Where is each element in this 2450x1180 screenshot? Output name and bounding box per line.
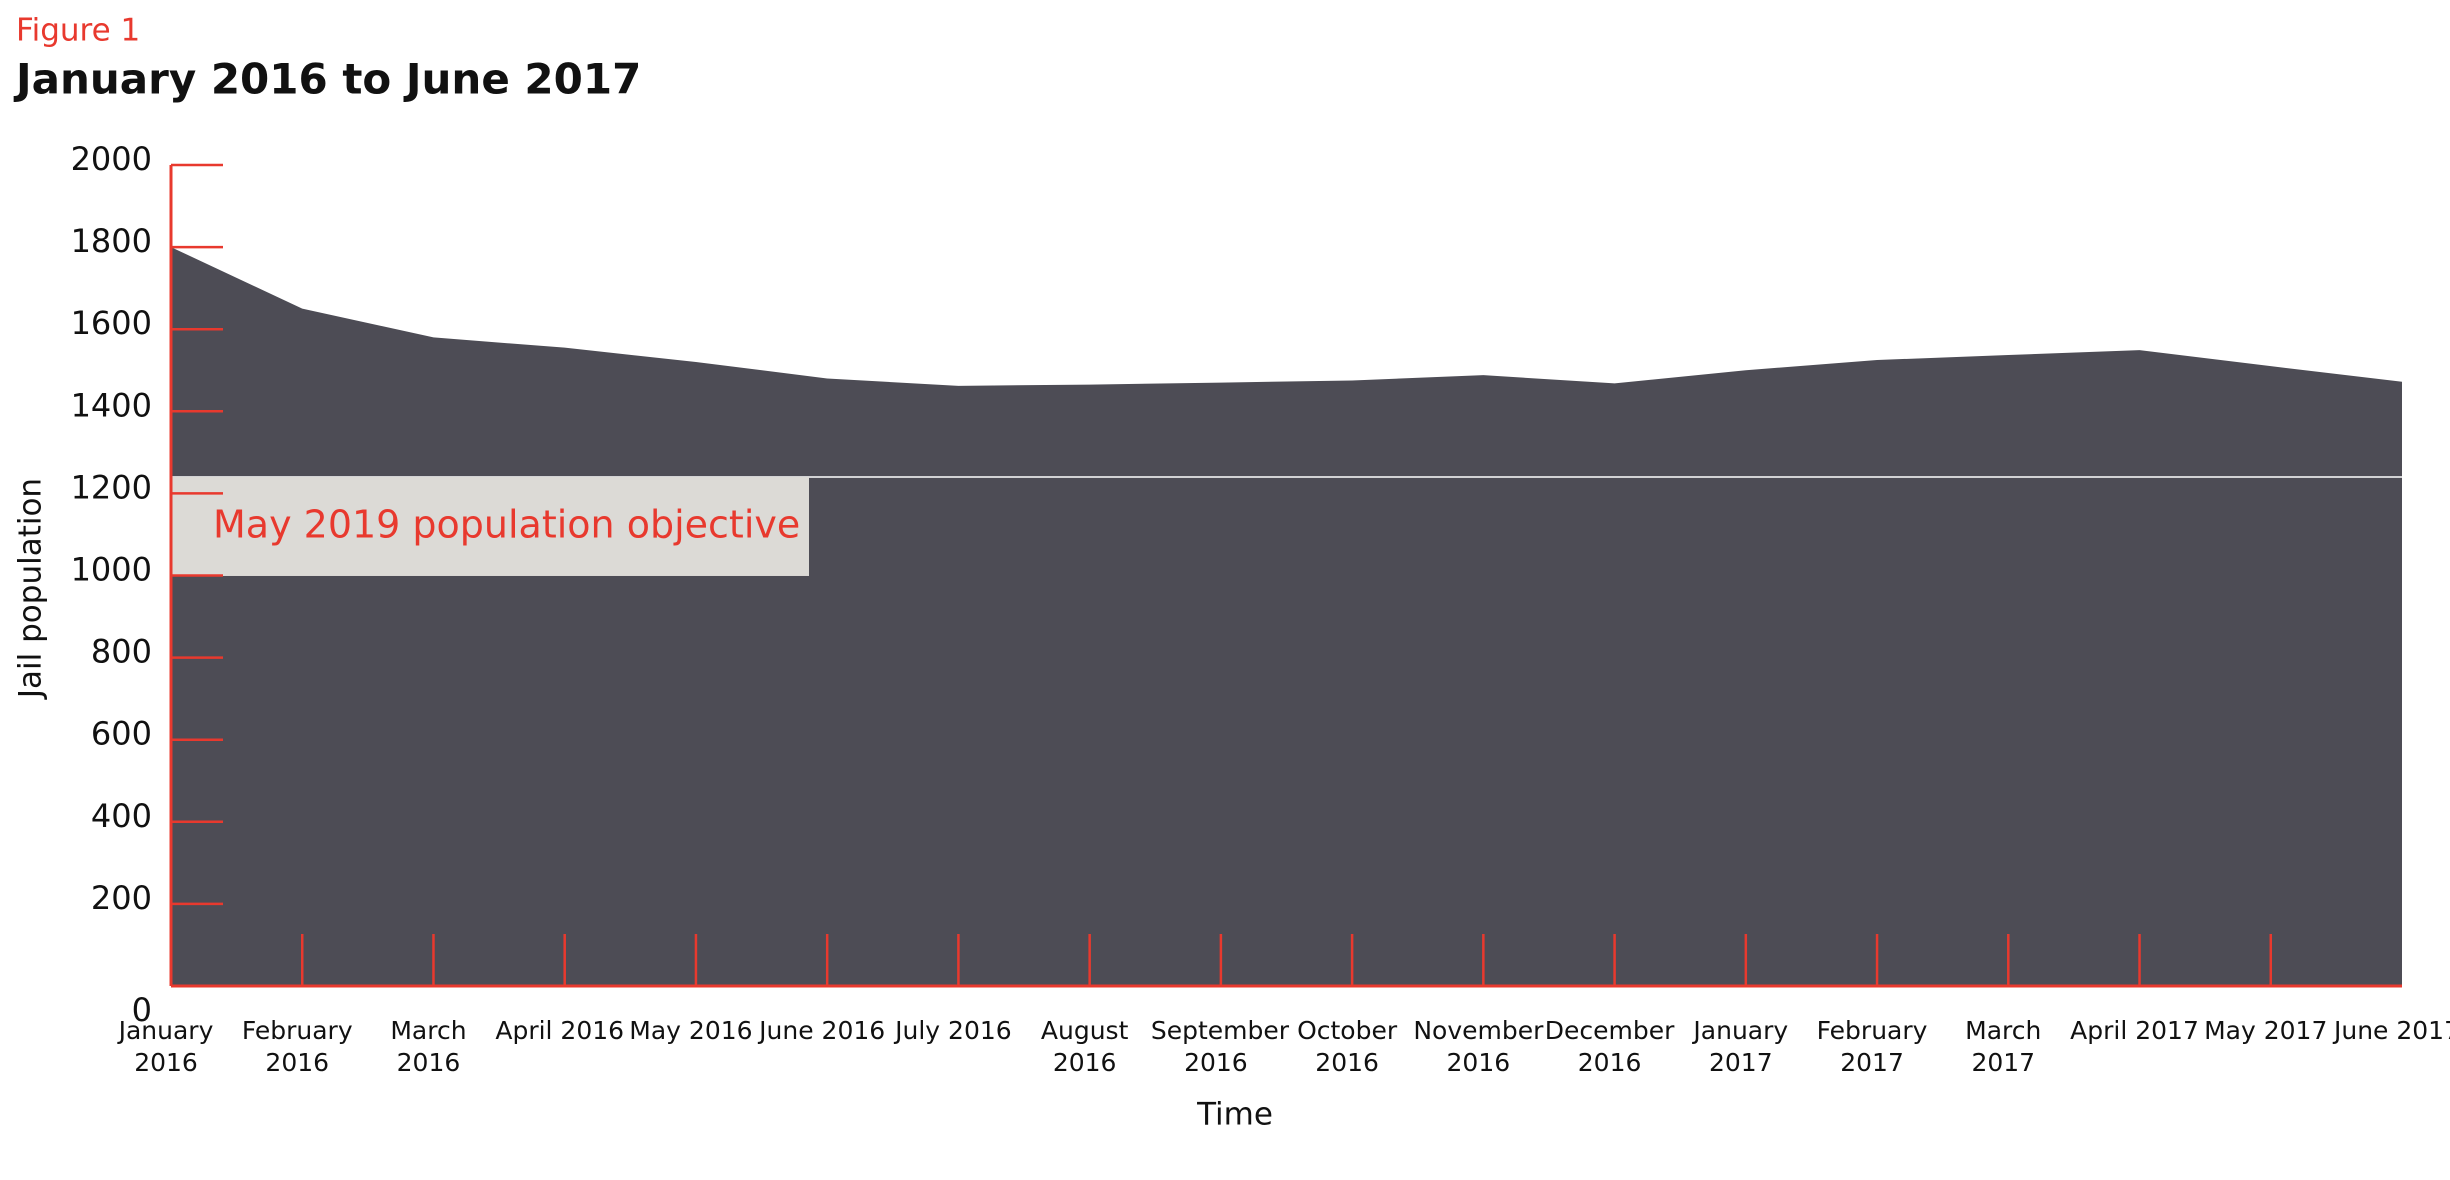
x-tick-label: February 2017 [1816, 1016, 1928, 1077]
x-tick-label: June 2016 [759, 1016, 886, 1045]
x-tick-label: June 2017 [2333, 1016, 2450, 1045]
x-tick-label: February 2016 [241, 1016, 353, 1077]
y-axis-label: Jail population [13, 478, 49, 700]
y-tick-label: 1200 [71, 468, 152, 506]
x-tick-label: September 2016 [1150, 1016, 1290, 1077]
x-tick-label: January 2016 [118, 1016, 214, 1077]
y-tick-label: 600 [91, 715, 152, 753]
x-tick-label: January 2017 [1693, 1016, 1789, 1077]
x-tick-label: March 2016 [390, 1016, 467, 1077]
y-tick-label: 1800 [71, 222, 152, 260]
figure-label: Figure 1 [16, 13, 140, 49]
x-tick-label: March 2017 [1965, 1016, 2042, 1077]
y-tick-label: 1400 [71, 386, 152, 424]
objective-box [171, 476, 809, 576]
x-tick-label: July 2016 [895, 1016, 1012, 1045]
chart-title: January 2016 to June 2017 [13, 55, 641, 104]
x-tick-label: May 2016 [629, 1016, 753, 1045]
y-tick-label: 400 [91, 797, 152, 835]
y-tick-label: 1000 [71, 551, 152, 589]
y-tick-label: 0 [132, 991, 152, 1029]
y-tick-label: 800 [91, 633, 152, 671]
y-tick-label: 1600 [71, 304, 152, 342]
x-tick-label: April 2017 [2070, 1016, 2199, 1045]
area [171, 247, 2402, 987]
x-tick-label: December 2016 [1544, 1016, 1675, 1077]
x-tick-label: August 2016 [1040, 1016, 1129, 1077]
x-tick-label: May 2017 [2204, 1016, 2328, 1045]
x-tick-label: April 2016 [495, 1016, 625, 1045]
y-tick-label: 2000 [71, 140, 152, 178]
x-tick-label: October 2016 [1297, 1016, 1398, 1077]
objective-label: May 2019 population objective [213, 502, 800, 546]
x-tick-label: November 2016 [1413, 1016, 1544, 1077]
x-axis-label: Time [1196, 1097, 1273, 1133]
y-tick-label: 200 [91, 879, 152, 917]
